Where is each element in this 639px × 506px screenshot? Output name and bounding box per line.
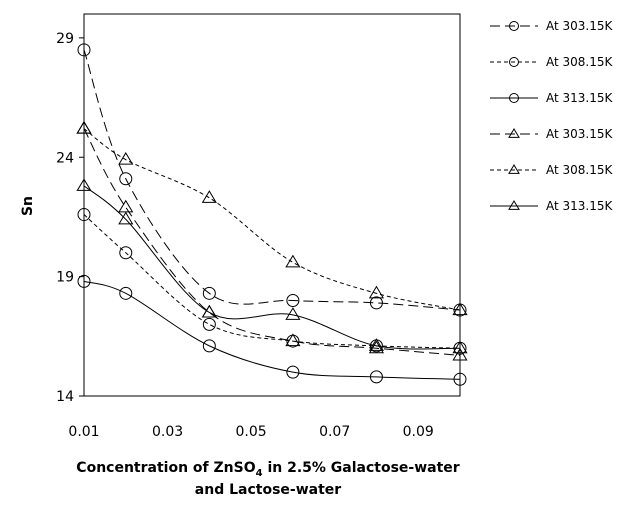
plot-area [83,13,461,397]
data-point-circle [119,286,133,300]
y-tick-label: 24 [56,150,74,166]
legend: At 303.15K At 308.15K At 313.15K At 303.15K… [490,19,614,213]
legend-marker-triangle [508,128,520,138]
x-axis-label-line1: Concentration of ZnSO4 in 2.5% Galactose… [76,460,459,479]
data-point-triangle [452,347,468,361]
y-tick-label: 19 [56,270,74,286]
series-line-5 [83,128,461,311]
data-point-circle [77,208,91,222]
data-point-triangle [452,340,468,354]
legend-label: At 303.15K [546,127,614,141]
data-point-triangle [285,254,301,268]
data-point-triangle [118,151,134,165]
data-point-circle [77,274,91,288]
data-point-triangle [118,211,134,225]
legend-label: At 308.15K [546,55,614,69]
legend-marker-circle [509,21,519,31]
x-axis-ticks: 0.01 0.03 0.05 0.07 0.09 [68,424,433,440]
data-point-triangle [452,302,468,316]
y-axis-label: Sn [20,196,36,216]
x-tick-label: 0.03 [152,424,183,440]
data-point-triangle [368,338,385,351]
x-tick-label: 0.07 [319,424,350,440]
series-line-4 [83,128,461,356]
data-point-circle [286,294,300,307]
legend-marker-circle [509,93,519,103]
data-point-circle [119,246,133,260]
data-point-circle [369,296,383,310]
series-line-3 [83,280,461,380]
data-point-triangle [368,340,385,354]
y-axis-ticks: 14 19 24 29 [56,31,84,405]
x-axis-label-subscript: 4 [256,468,263,479]
y-tick-label: 14 [56,389,74,405]
x-tick-label: 0.09 [403,424,434,440]
x-tick-label: 0.01 [68,424,99,440]
legend-label: At 313.15K [546,199,614,213]
legend-marker-triangle [508,164,520,174]
series-line-2 [83,214,461,349]
data-point-circle [286,365,300,379]
legend-label: At 313.15K [546,91,614,105]
legend-label: At 308.15K [546,163,614,177]
data-point-triangle [285,333,301,347]
data-point-triangle [76,120,92,134]
x-axis-label-suffix: in 2.5% Galactose-water [263,460,460,476]
series-markers [76,43,468,386]
data-point-circle [119,172,133,186]
series-lines [83,49,461,380]
y-tick-label: 29 [56,31,74,47]
x-axis-label-line2: and Lactose-water [195,482,341,498]
data-point-circle [202,286,216,300]
data-point-triangle [368,285,385,299]
data-point-circle [369,370,383,384]
data-point-triangle [201,304,217,318]
series-line-1 [83,49,461,311]
legend-marker-triangle [508,200,520,210]
data-point-circle [202,317,216,331]
x-axis-label-prefix: Concentration of ZnSO [76,460,255,476]
data-point-triangle [201,190,217,203]
data-point-circle [453,372,467,386]
data-point-circle [202,339,216,353]
data-point-triangle [285,307,301,320]
x-tick-label: 0.05 [236,424,267,440]
data-point-circle [77,43,91,57]
data-point-triangle [76,178,92,191]
legend-label: At 303.15K [546,19,614,33]
data-point-triangle [118,199,134,213]
series-line-6 [83,185,461,350]
legend-marker-circle [509,57,519,67]
